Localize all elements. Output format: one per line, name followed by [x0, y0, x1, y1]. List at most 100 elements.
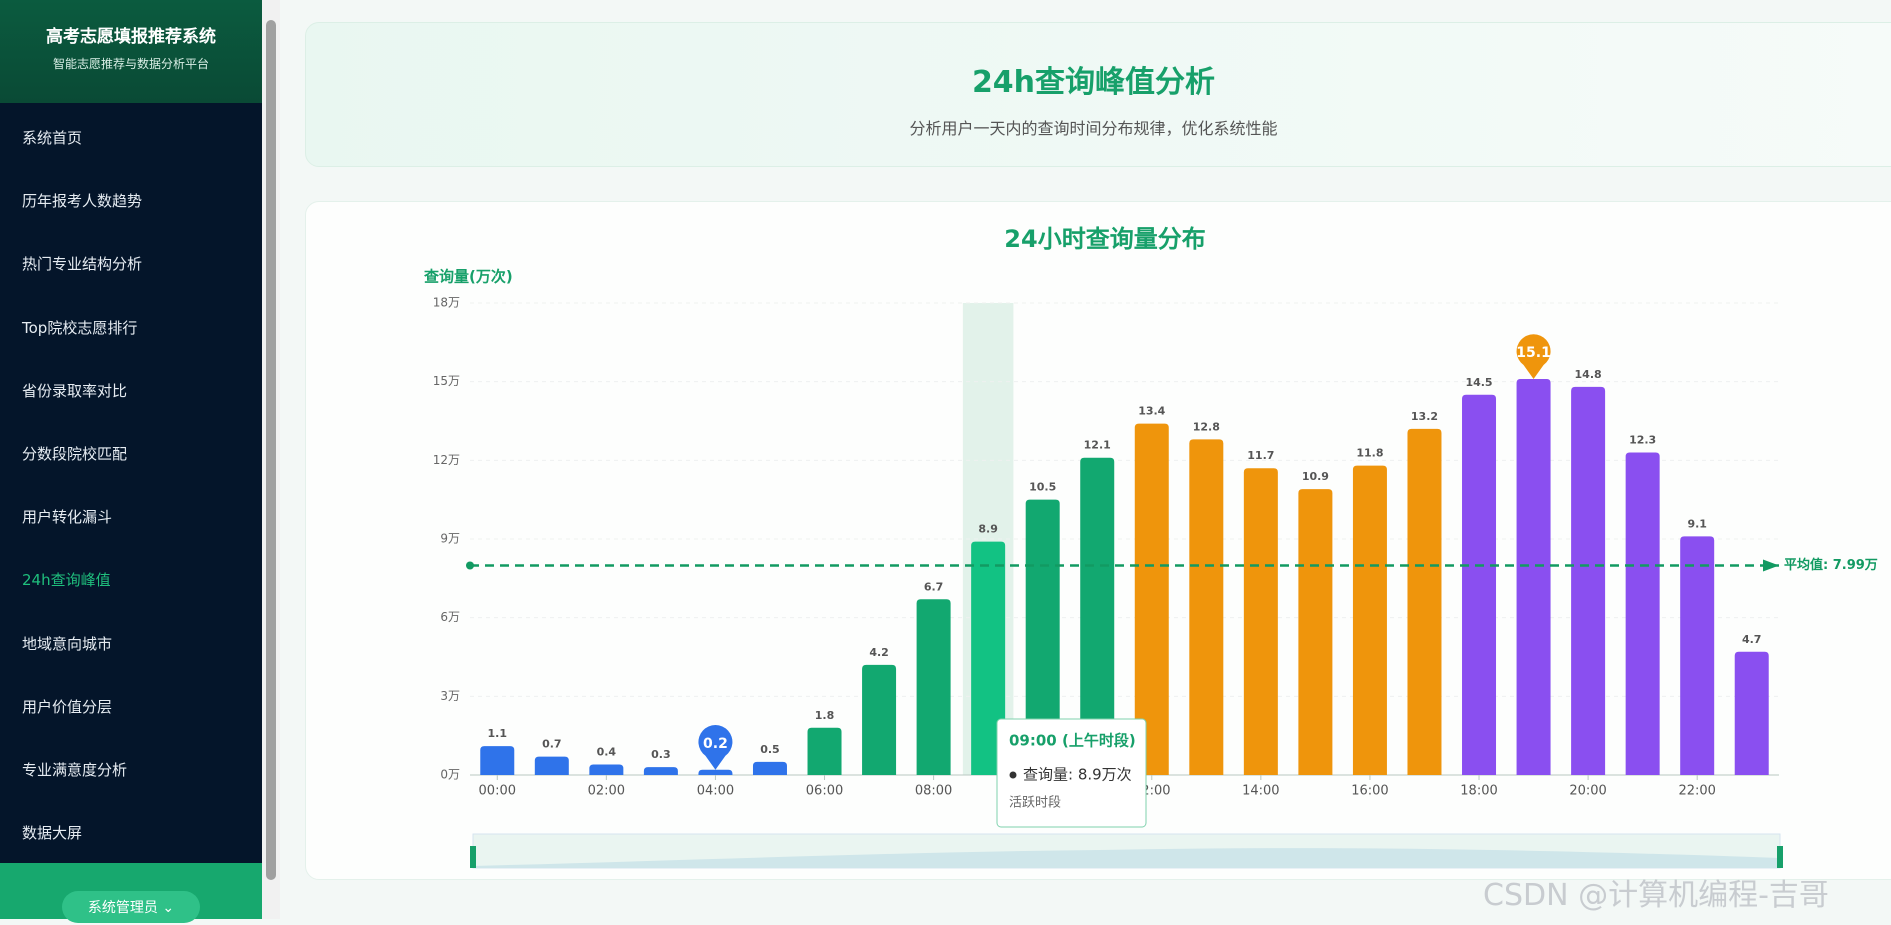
- value-label: 4.2: [869, 646, 889, 659]
- menu-item[interactable]: 用户价值分层: [22, 697, 113, 716]
- y-tick-label: 18万: [433, 296, 460, 310]
- value-label: 14.8: [1575, 368, 1602, 381]
- pin-label: 15.1: [1516, 345, 1551, 361]
- y-tick-label: 3万: [440, 689, 460, 703]
- bar: [643, 767, 678, 775]
- bar: [1680, 536, 1715, 775]
- bar: [862, 664, 897, 775]
- bar: [1516, 379, 1551, 775]
- bar: [1189, 439, 1224, 775]
- bar: [1625, 452, 1660, 775]
- x-tick-label: 14:00: [1242, 784, 1279, 799]
- value-label: 1.1: [488, 727, 508, 740]
- app-title: 高考志愿填报推荐系统: [46, 27, 216, 47]
- bar: [589, 764, 624, 775]
- value-label: 8.9: [978, 523, 998, 536]
- value-label: 10.5: [1029, 481, 1056, 494]
- y-tick-label: 12万: [433, 453, 460, 467]
- value-label: 13.2: [1411, 410, 1438, 423]
- average-arrow: [1763, 559, 1779, 572]
- x-tick-label: 22:00: [1678, 784, 1715, 799]
- bar: [1571, 386, 1606, 775]
- menu-item[interactable]: 历年报考人数趋势: [22, 192, 143, 211]
- y-tick-label: 9万: [440, 532, 460, 546]
- average-start: [466, 561, 474, 570]
- menu-item[interactable]: 热门专业结构分析: [22, 255, 143, 274]
- menu-item[interactable]: 专业满意度分析: [22, 761, 128, 779]
- page-header: 24h查询峰值分析分析用户一天内的查询时间分布规律，优化系统性能: [305, 22, 1891, 167]
- sidebar-header: 高考志愿填报推荐系统智能志愿推荐与数据分析平台: [0, 0, 262, 103]
- page-title: 24h查询峰值分析: [971, 65, 1216, 100]
- average-label: 平均值: 7.99万: [1784, 557, 1878, 573]
- bar: [698, 769, 733, 775]
- scrollbar[interactable]: [262, 0, 280, 919]
- bar: [1734, 651, 1769, 775]
- menu-item[interactable]: Top院校志愿排行: [22, 318, 138, 337]
- zoom-handle[interactable]: [470, 846, 476, 868]
- value-label: 12.8: [1193, 420, 1220, 433]
- chart-title: 24小时查询量分布: [1004, 225, 1205, 253]
- bar: [1407, 428, 1442, 775]
- page-subtitle: 分析用户一天内的查询时间分布规律，优化系统性能: [909, 119, 1278, 138]
- pin-label: 0.2: [703, 736, 728, 752]
- x-tick-label: 04:00: [697, 784, 734, 799]
- tooltip-title: 09:00 (上午时段): [1009, 732, 1136, 750]
- bar: [752, 761, 787, 775]
- tooltip-dot: [1009, 771, 1017, 779]
- value-label: 1.8: [815, 709, 835, 722]
- scroll-thumb[interactable]: [266, 20, 276, 880]
- value-label: 12.1: [1084, 439, 1111, 452]
- pin: [1516, 334, 1551, 380]
- bar: [1025, 499, 1060, 775]
- value-label: 13.4: [1138, 405, 1165, 418]
- value-label: 0.5: [760, 743, 780, 756]
- tooltip-box: [996, 718, 1147, 828]
- bar: [480, 746, 515, 775]
- value-label: 4.7: [1742, 633, 1762, 646]
- user-button[interactable]: 系统管理员 ⌄: [62, 891, 200, 923]
- menu-item[interactable]: 24h查询峰值: [22, 571, 111, 590]
- menu-item[interactable]: 地域意向城市: [22, 634, 113, 653]
- x-tick-label: 20:00: [1569, 784, 1606, 799]
- bar: [1243, 468, 1278, 775]
- menu-item[interactable]: 数据大屏: [22, 824, 83, 843]
- watermark: CSDN @计算机编程-吉哥: [1483, 878, 1829, 913]
- value-label: 9.1: [1687, 517, 1707, 530]
- y-tick-label: 15万: [433, 374, 460, 388]
- bar: [1080, 457, 1115, 775]
- x-tick-label: 08:00: [915, 784, 952, 799]
- y-tick-label: 0万: [440, 768, 460, 782]
- zoom-handle[interactable]: [1777, 846, 1783, 868]
- value-label: 10.9: [1302, 470, 1329, 483]
- menu-item[interactable]: 省份录取率对比: [22, 381, 128, 400]
- x-tick-label: 02:00: [588, 784, 625, 799]
- y-axis-title: 查询量(万次): [424, 268, 513, 286]
- bar: [1352, 465, 1387, 775]
- menu-item[interactable]: 用户转化漏斗: [22, 508, 113, 527]
- user-name: 系统管理员: [87, 900, 158, 916]
- value-label: 14.5: [1465, 376, 1492, 389]
- app-subtitle: 智能志愿推荐与数据分析平台: [52, 57, 209, 71]
- x-tick-label: 18:00: [1460, 784, 1497, 799]
- bar: [807, 727, 842, 775]
- menu-item[interactable]: 分数段院校匹配: [22, 445, 128, 463]
- value-label: 11.8: [1356, 447, 1383, 460]
- bar: [1298, 489, 1333, 775]
- value-label: 12.3: [1629, 433, 1656, 446]
- sidebar-footer: 系统管理员 ⌄: [0, 863, 262, 923]
- tooltip-line: 查询量: 8.9万次: [1023, 766, 1132, 784]
- tooltip-note: 活跃时段: [1009, 796, 1061, 811]
- bar: [1462, 394, 1497, 775]
- sidebar: 高考志愿填报推荐系统智能志愿推荐与数据分析平台 系统首页历年报考人数趋势 热门专业…: [0, 0, 262, 923]
- value-label: 0.4: [597, 746, 617, 759]
- zoom-preview: [473, 848, 1780, 868]
- value-label: 6.7: [924, 580, 944, 593]
- value-label: 11.7: [1247, 449, 1274, 462]
- menu-item[interactable]: 系统首页: [22, 129, 83, 147]
- bar: [916, 599, 951, 775]
- bar: [1134, 423, 1169, 775]
- x-tick-label: 16:00: [1351, 784, 1388, 799]
- x-tick-label: 00:00: [479, 784, 516, 799]
